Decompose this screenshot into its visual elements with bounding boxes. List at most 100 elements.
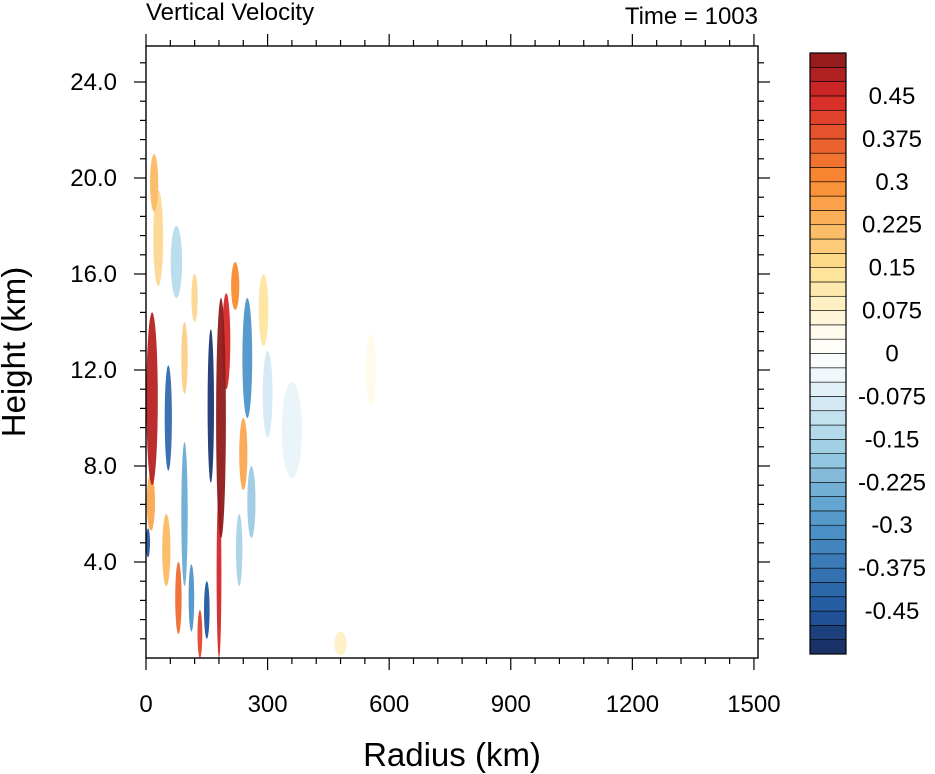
velocity-cell: [170, 226, 183, 298]
colorbar-box: [809, 295, 847, 311]
velocity-cell: [239, 418, 248, 490]
colorbar-label: 0.3: [875, 169, 908, 196]
colorbar-box: [809, 195, 847, 211]
colorbar-box: [809, 582, 847, 598]
colorbar-box: [809, 81, 847, 97]
y-tick-label: 12.0: [70, 357, 117, 384]
velocity-cell: [207, 329, 214, 483]
colorbar-label: -0.3: [871, 512, 912, 539]
colorbar-box: [809, 510, 847, 526]
colorbar-box: [809, 338, 847, 354]
colorbar-box: [809, 181, 847, 197]
x-tick-label: 300: [248, 691, 288, 718]
velocity-cell: [216, 298, 226, 538]
colorbar-box: [809, 639, 847, 655]
velocity-cell: [175, 562, 182, 634]
colorbar-box: [809, 238, 847, 254]
velocity-cell: [188, 564, 195, 632]
colorbar: [809, 52, 847, 655]
velocity-cell: [146, 312, 158, 486]
colorbar-label: -0.225: [858, 469, 926, 496]
colorbar-box: [809, 224, 847, 240]
velocity-cell: [236, 514, 243, 586]
colorbar-box: [809, 381, 847, 397]
colorbar-box: [809, 138, 847, 154]
x-axis-label: Radius (km): [363, 736, 541, 773]
colorbar-box: [809, 453, 847, 469]
y-tick-label: 16.0: [70, 261, 117, 288]
colorbar-box: [809, 567, 847, 583]
colorbar-label: 0.375: [862, 126, 922, 153]
colorbar-frame: [809, 52, 847, 655]
y-tick-label: 4.0: [84, 549, 117, 576]
colorbar-box: [809, 410, 847, 426]
colorbar-box: [809, 625, 847, 640]
velocity-cell: [242, 298, 253, 418]
colorbar-box: [809, 109, 847, 125]
x-tick-label: 1200: [606, 691, 659, 718]
colorbar-box: [809, 610, 847, 626]
colorbar-box: [809, 367, 847, 383]
velocity-cell: [191, 274, 198, 322]
velocity-cell: [153, 190, 164, 286]
colorbar-label: 0.45: [869, 83, 916, 110]
y-tick-labels: 4.0 8.0 12.0 16.0 20.0 24.0: [70, 69, 117, 576]
velocity-cell: [334, 631, 347, 656]
colorbar-box: [809, 124, 847, 140]
velocity-cell: [262, 350, 273, 438]
colorbar-label: -0.375: [858, 555, 926, 582]
colorbar-box: [809, 52, 847, 68]
colorbar-box: [809, 467, 847, 483]
velocity-cell: [181, 442, 188, 586]
y-tick-label: 20.0: [70, 165, 117, 192]
colorbar-label: -0.075: [858, 383, 926, 410]
velocity-cell: [181, 322, 188, 394]
colorbar-box: [809, 396, 847, 412]
velocity-cell: [204, 581, 210, 639]
colorbar-label: 0.225: [862, 212, 922, 239]
colorbar-box: [809, 524, 847, 540]
axis-ticks: [134, 34, 770, 670]
colorbar-box: [809, 253, 847, 268]
velocity-field: [146, 154, 376, 658]
colorbar-box: [809, 539, 847, 555]
velocity-cell: [366, 334, 376, 406]
colorbar-box: [809, 481, 847, 497]
colorbar-box: [809, 167, 847, 183]
colorbar-box: [809, 324, 847, 340]
y-axis-label: Height (km): [0, 267, 32, 438]
velocity-cell: [197, 610, 203, 658]
colorbar-label: 0.15: [869, 255, 916, 282]
colorbar-box: [809, 152, 847, 168]
velocity-cell: [258, 274, 269, 346]
colorbar-box: [809, 439, 847, 454]
colorbar-box: [809, 310, 847, 326]
velocity-cell: [146, 473, 155, 531]
colorbar-box: [809, 281, 847, 297]
colorbar-box: [809, 210, 847, 226]
colorbar-box: [809, 95, 847, 111]
colorbar-label: 0: [885, 341, 898, 368]
velocity-cell: [162, 514, 171, 586]
x-tick-labels: 0 300 600 900 1200 1500: [139, 691, 780, 718]
velocity-cell: [164, 365, 172, 471]
velocity-cell: [150, 154, 159, 212]
chart-title-left: Vertical Velocity: [146, 0, 314, 26]
x-tick-label: 0: [139, 691, 152, 718]
x-tick-label: 1500: [727, 691, 780, 718]
chart-title-right: Time = 1003: [625, 3, 758, 30]
colorbar-box: [809, 353, 847, 369]
colorbar-label: -0.45: [865, 598, 920, 625]
colorbar-box: [809, 424, 847, 440]
velocity-cell: [231, 262, 240, 310]
colorbar-label: -0.15: [865, 426, 920, 453]
colorbar-label: 0.075: [862, 298, 922, 325]
colorbar-box: [809, 67, 847, 82]
colorbar-labels: 0.45 0.375 0.3 0.225 0.15 0.075 0 -0.075 -0.15 -0…: [858, 83, 926, 625]
colorbar-box: [809, 267, 847, 283]
y-tick-label: 8.0: [84, 453, 117, 480]
colorbar-box: [809, 496, 847, 512]
velocity-cell: [281, 382, 302, 478]
y-tick-label: 24.0: [70, 69, 117, 96]
